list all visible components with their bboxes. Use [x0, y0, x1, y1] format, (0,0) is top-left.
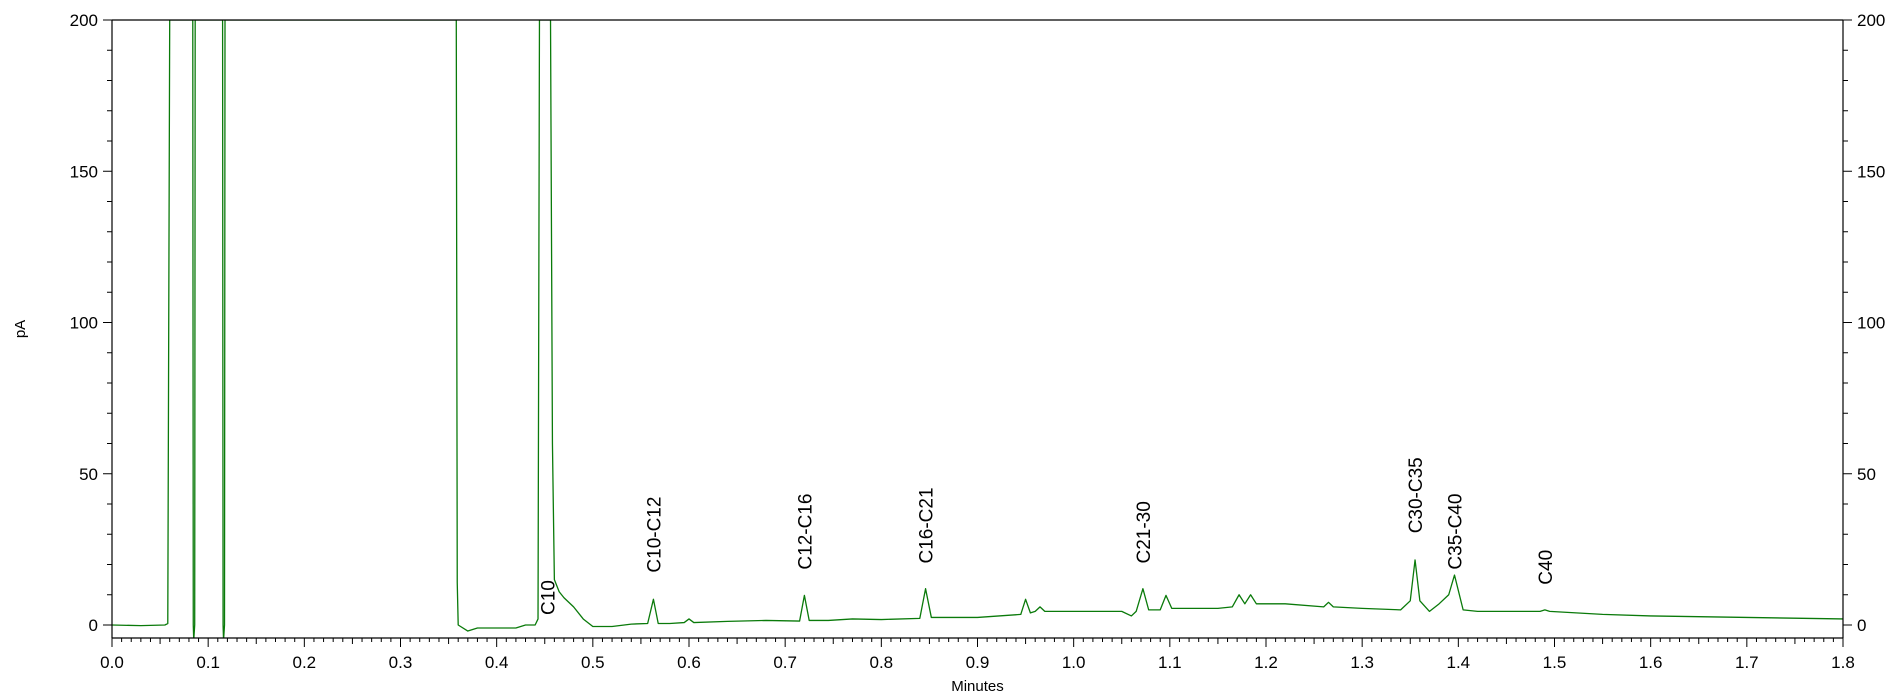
y-tick-label-left: 100 — [70, 314, 98, 333]
x-tick-label: 1.6 — [1639, 653, 1663, 672]
y-tick-label-right: 150 — [1857, 162, 1885, 181]
peak-label: C10-C12 — [644, 497, 665, 573]
axes-layer: 0.0 0.1 0.2 0.3 0.4 0.5 0.6 0.7 0.8 0.9 1.0 1.1 1.2 1… — [70, 11, 1886, 672]
x-tick-label: 1.1 — [1158, 653, 1182, 672]
y-tick-label-left: 0 — [89, 616, 98, 635]
x-tick-label: 1.5 — [1543, 653, 1567, 672]
y-axis-label: pA — [12, 320, 29, 338]
x-tick-label: 0.6 — [677, 653, 701, 672]
x-tick-label: 1.8 — [1831, 653, 1855, 672]
x-tick-label: 1.2 — [1254, 653, 1278, 672]
peak-annotations: C10 C10-C12 C12-C16 C16-C21 C21-30 C30-C35 C35… — [539, 457, 1557, 615]
x-tick-label: 0.4 — [485, 653, 509, 672]
x-tick-label: 0.3 — [389, 653, 413, 672]
trace-line — [112, 20, 1843, 638]
x-tick-label: 0.8 — [870, 653, 894, 672]
y-tick-label-left: 50 — [79, 465, 98, 484]
y-tick-label-right: 200 — [1857, 11, 1885, 30]
x-tick-label: 0.0 — [100, 653, 124, 672]
peak-label: C40 — [1536, 550, 1557, 585]
y-tick-label-left: 200 — [70, 11, 98, 30]
x-tick-label: 1.4 — [1447, 653, 1471, 672]
x-tick-label: 0.1 — [196, 653, 220, 672]
x-tick-label: 0.5 — [581, 653, 605, 672]
peak-label: C10 — [539, 580, 560, 615]
x-tick-label: 1.0 — [1062, 653, 1086, 672]
peak-label: C21-30 — [1134, 501, 1155, 563]
x-tick-label: 0.2 — [293, 653, 317, 672]
x-tick-label: 0.7 — [773, 653, 797, 672]
x-tick-label: 1.3 — [1350, 653, 1374, 672]
y-tick-label-left: 150 — [70, 162, 98, 181]
x-tick-label: 0.9 — [966, 653, 990, 672]
y-tick-label-right: 50 — [1857, 465, 1876, 484]
y-tick-label-right: 100 — [1857, 314, 1885, 333]
peak-label: C30-C35 — [1406, 457, 1427, 533]
peak-label: C12-C16 — [795, 494, 816, 570]
x-axis-label: Minutes — [951, 678, 1004, 695]
trace-layer — [112, 20, 1843, 638]
peak-label: C35-C40 — [1446, 494, 1467, 570]
x-tick-label: 1.7 — [1735, 653, 1759, 672]
peak-label: C16-C21 — [917, 487, 938, 563]
y-tick-label-right: 0 — [1857, 616, 1866, 635]
